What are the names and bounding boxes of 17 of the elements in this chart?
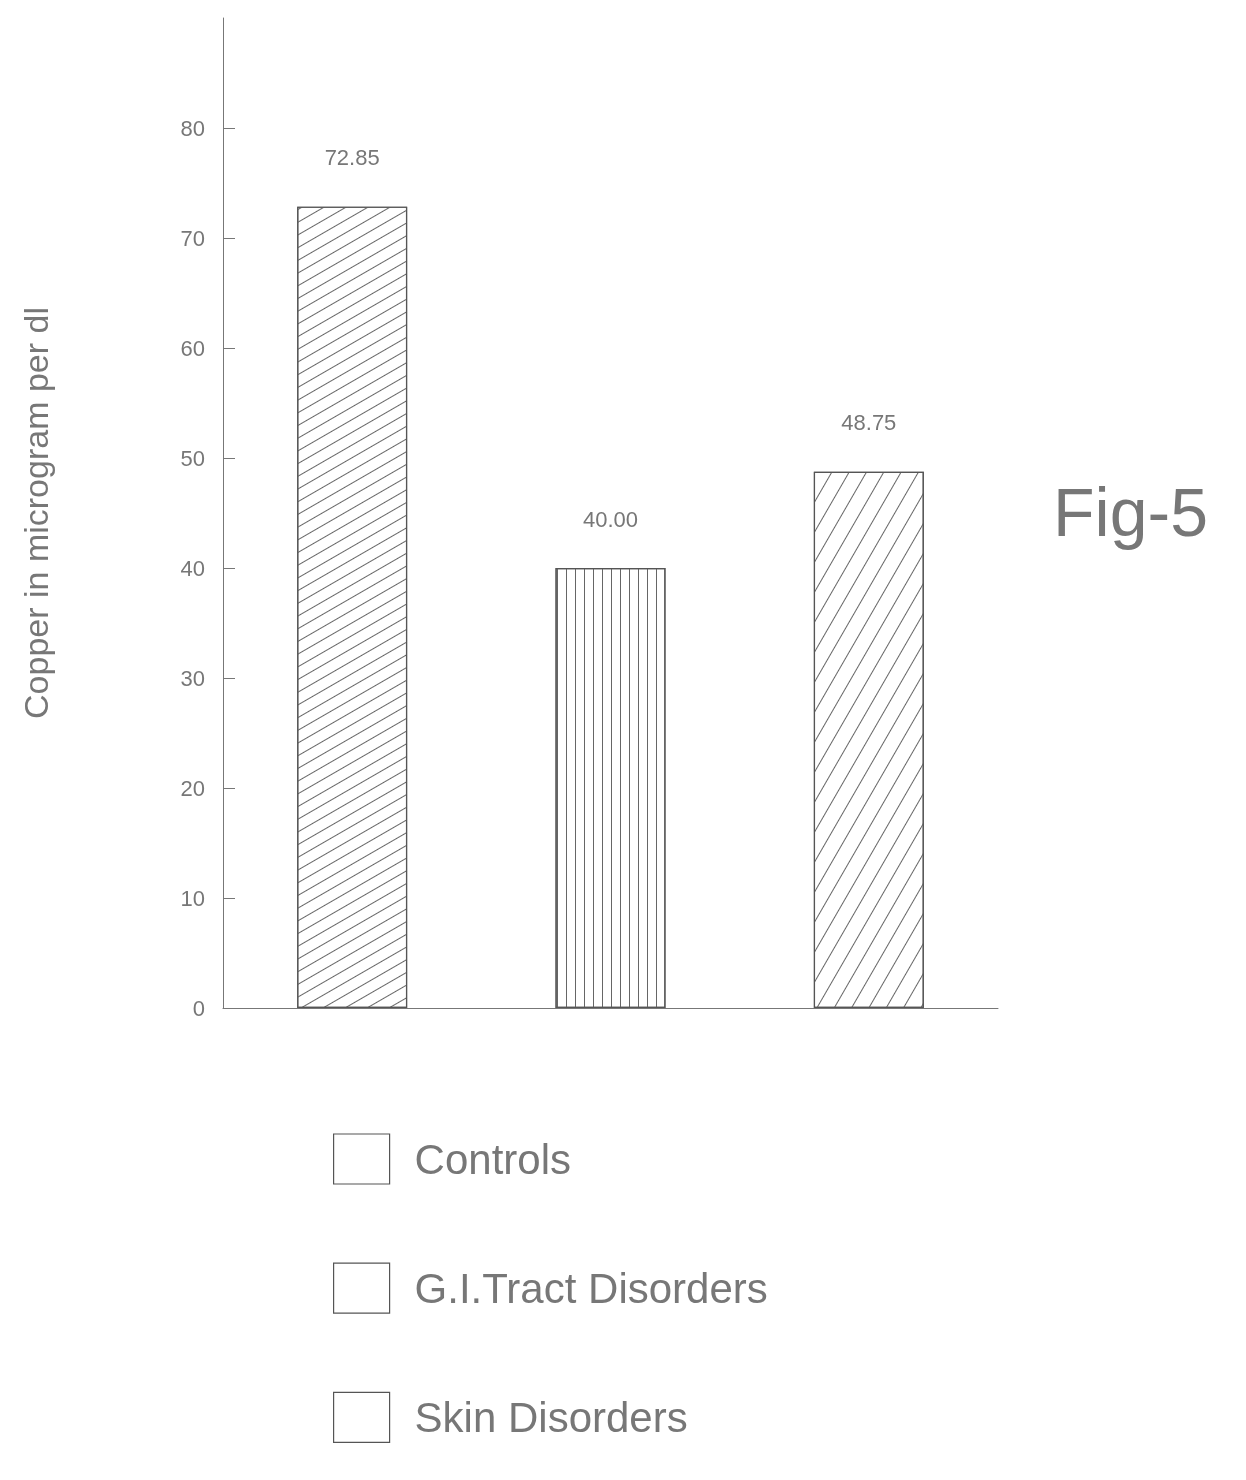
legend-label: G.I.Tract Disorders	[414, 1264, 768, 1312]
text: Fig-5	[1053, 474, 1209, 550]
y-tick-label: 20	[180, 775, 205, 801]
y-tick-label: 50	[180, 445, 205, 471]
y-axis-title: Copper in microgram per dl	[17, 307, 55, 719]
legend-label: Skin Disorders	[414, 1393, 688, 1441]
y-tick-label: 40	[180, 555, 205, 581]
data-label: 40.00	[582, 506, 639, 532]
y-tick-label: 10	[180, 885, 205, 911]
y-tick-label: 60	[180, 335, 205, 361]
legend-label: Controls	[414, 1135, 572, 1183]
y-tick-label: 0	[192, 995, 205, 1021]
data-label: 72.85	[324, 145, 380, 171]
y-tick-label: 30	[180, 665, 205, 691]
y-tick-label: 70	[180, 225, 205, 251]
y-tick-label: 80	[180, 115, 205, 141]
data-label: 48.75	[841, 410, 897, 436]
